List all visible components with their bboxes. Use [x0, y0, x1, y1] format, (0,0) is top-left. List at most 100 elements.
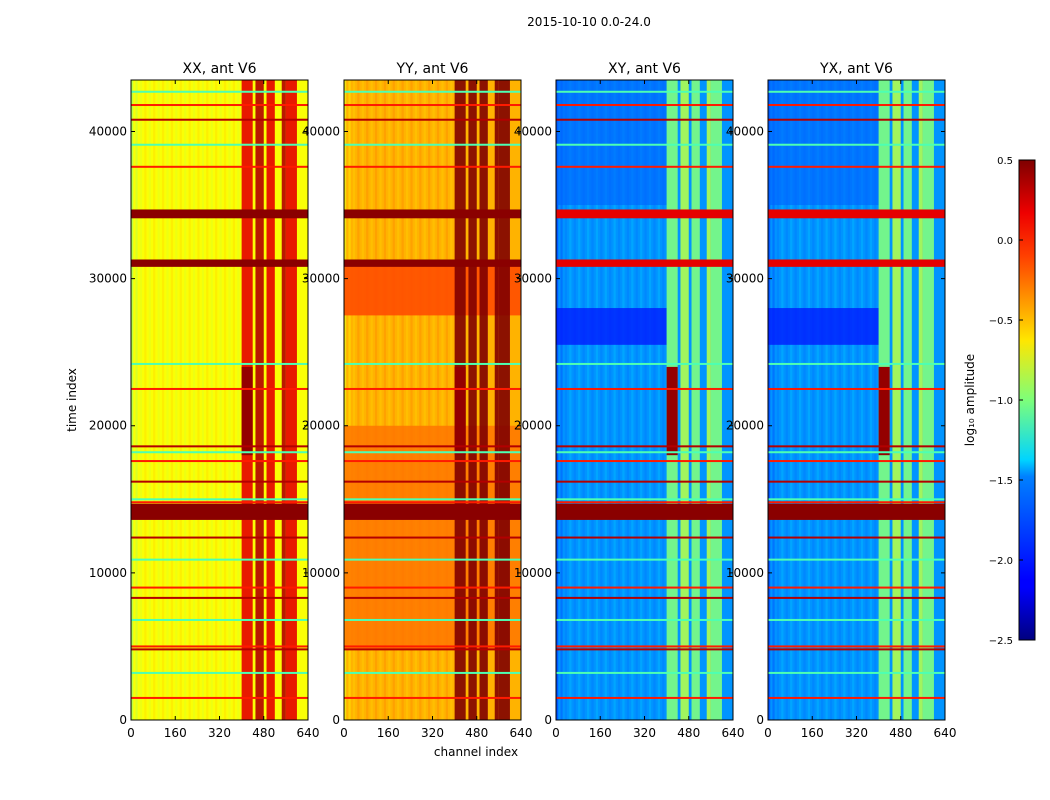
flagged-row — [556, 445, 733, 448]
channel-stripe — [613, 80, 616, 720]
channel-stripe — [847, 80, 850, 720]
channel-stripe — [348, 80, 351, 720]
flagged-row — [344, 536, 521, 539]
y-axis-label: time index — [65, 368, 79, 432]
channel-stripe — [192, 80, 196, 720]
channel-stripe — [803, 80, 806, 720]
flagged-row — [131, 648, 308, 651]
x-tick-label: 320 — [208, 726, 231, 740]
colorbar-tick-label: −1.0 — [989, 396, 1013, 407]
channel-stripe — [410, 80, 413, 720]
flagged-row — [344, 498, 521, 501]
channel-stripe — [201, 80, 205, 720]
saturated-row-block — [344, 503, 521, 520]
flagged-row — [768, 387, 945, 390]
channel-stripe — [379, 80, 382, 720]
rfi-channel-band — [691, 80, 700, 720]
flagged-row — [768, 143, 945, 146]
saturated-row-block — [344, 209, 521, 219]
channel-stripe — [807, 80, 811, 720]
y-tick-label: 40000 — [302, 124, 340, 138]
flagged-row — [131, 501, 308, 504]
x-tick-label: 160 — [377, 726, 400, 740]
x-tick-label: 480 — [677, 726, 700, 740]
channel-stripe — [144, 80, 147, 720]
panel-title: YX, ant V6 — [819, 61, 893, 77]
panels: XX, ant V6 0 160 320 480 640 0 10000 20000 30000 4… — [89, 61, 957, 740]
x-tick-label: 160 — [164, 726, 187, 740]
saturated-row-block — [556, 503, 733, 520]
rfi-channel-band — [922, 80, 934, 720]
channel-stripe — [388, 80, 391, 720]
flagged-row — [131, 387, 308, 390]
rfi-channel-band — [498, 80, 510, 720]
channel-stripe — [825, 80, 828, 720]
flagged-row — [131, 445, 308, 448]
channel-stripe — [445, 80, 448, 720]
y-tick-label: 20000 — [302, 419, 340, 433]
panel-title: XY, ant V6 — [608, 61, 681, 77]
saturated-row-block — [131, 209, 308, 219]
flagged-row — [344, 501, 521, 504]
x-tick-label: 320 — [845, 726, 868, 740]
flagged-row — [344, 451, 521, 454]
flagged-row — [344, 445, 521, 448]
channel-stripe — [197, 80, 200, 720]
flagged-row — [556, 645, 733, 648]
flagged-row — [131, 586, 308, 589]
x-tick-label: 0 — [764, 726, 772, 740]
channel-stripe — [131, 80, 134, 720]
panel-1: YY, ant V6 0 160 320 480 640 0 10000 20000 30000 4… — [302, 61, 533, 740]
flagged-row — [556, 165, 733, 168]
channel-stripe — [188, 80, 191, 720]
colorbar-tick-label: 0.5 — [997, 156, 1013, 167]
channel-stripe — [874, 80, 877, 720]
y-tick-label: 10000 — [514, 566, 552, 580]
channel-stripe — [556, 80, 559, 720]
flagged-row — [768, 671, 945, 674]
x-tick-label: 480 — [889, 726, 912, 740]
channel-stripe — [816, 80, 819, 720]
channel-stripe — [798, 80, 802, 720]
heatmap-image — [556, 80, 733, 720]
flagged-row — [344, 143, 521, 146]
channel-stripe — [653, 80, 656, 720]
channel-stripe — [609, 80, 612, 720]
channel-stripe — [450, 80, 453, 720]
channel-stripe — [184, 80, 187, 720]
channel-stripe — [161, 80, 165, 720]
x-tick-label: 640 — [722, 726, 745, 740]
channel-stripe — [869, 80, 872, 720]
flagged-row — [768, 558, 945, 561]
flagged-row — [556, 671, 733, 674]
y-tick-label: 0 — [756, 713, 764, 727]
flagged-row — [344, 586, 521, 589]
channel-stripe — [414, 80, 418, 720]
saturated-block — [878, 366, 890, 456]
flagged-row — [556, 648, 733, 651]
flagged-row — [131, 143, 308, 146]
flagged-row — [556, 387, 733, 390]
x-tick-label: 0 — [127, 726, 135, 740]
flagged-row — [768, 696, 945, 699]
colorbar-tick-label: −0.5 — [989, 316, 1013, 327]
flagged-row — [556, 498, 733, 501]
channel-stripe — [834, 80, 837, 720]
rfi-channel-band — [680, 80, 689, 720]
channel-stripe — [139, 80, 143, 720]
colorbar-tick-label: −2.5 — [989, 636, 1013, 647]
y-tick-label: 30000 — [514, 272, 552, 286]
x-tick-label: 0 — [340, 726, 348, 740]
channel-stripe — [781, 80, 784, 720]
flagged-row — [768, 645, 945, 648]
y-tick-label: 20000 — [726, 419, 764, 433]
saturated-row-block — [344, 259, 521, 267]
flagged-row — [556, 460, 733, 463]
y-tick-label: 10000 — [726, 566, 764, 580]
colorbar-ticks: 0.5 0.0 −0.5 −1.0 −1.5 −2.0 −2.5 — [989, 156, 1023, 647]
channel-stripe — [812, 80, 815, 720]
channel-stripe — [582, 80, 585, 720]
channel-stripe — [232, 80, 235, 720]
saturated-block — [454, 366, 466, 456]
rfi-channel-band — [918, 80, 923, 720]
